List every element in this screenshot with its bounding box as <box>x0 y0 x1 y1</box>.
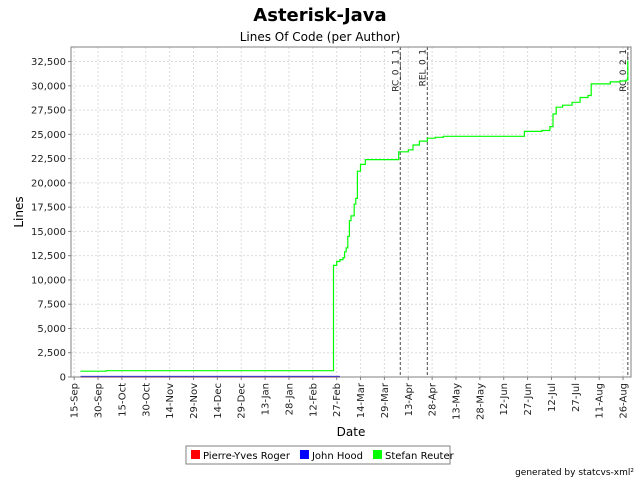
y-tick-label: 30,000 <box>31 81 66 92</box>
x-tick-label: 13-May <box>452 383 463 420</box>
x-tick-label: 14-Nov <box>165 383 176 419</box>
legend-label: John Hood <box>311 451 363 462</box>
x-tick-label: 11-Aug <box>595 383 606 419</box>
y-tick-label: 2,500 <box>37 348 66 359</box>
plot-area <box>70 46 632 378</box>
y-tick-label: 20,000 <box>31 178 66 189</box>
x-axis-label: Date <box>337 425 366 439</box>
y-tick-label: 7,500 <box>37 300 66 311</box>
x-tick-label: 28-Apr <box>428 382 439 416</box>
x-tick-label: 12-Feb <box>308 383 319 417</box>
x-tick-label: 28-Jan <box>284 383 295 415</box>
x-tick-label: 29-Dec <box>237 383 248 419</box>
x-tick-label: 15-Oct <box>117 383 128 417</box>
y-tick-label: 27,500 <box>31 106 66 117</box>
x-tick-label: 28-May <box>475 383 486 420</box>
x-tick-label: 29-Mar <box>380 382 391 418</box>
release-marker-label: RC_0_1_1 <box>391 49 401 92</box>
y-tick-label: 15,000 <box>31 227 66 238</box>
y-tick-label: 10,000 <box>31 275 66 286</box>
series-line-stefan-reuter <box>80 60 629 372</box>
legend-swatch <box>191 450 200 459</box>
x-tick-label: 15-Sep <box>70 383 81 418</box>
x-tick-label: 27-Feb <box>332 383 343 417</box>
legend-swatch <box>372 450 382 459</box>
legend: Pierre-Yves Roger John Hood Stefan Reuter <box>191 450 455 462</box>
y-axis: 0 2,500 5,000 7,500 10,000 12,500 15,000 17,500… <box>31 57 71 384</box>
x-tick-label: 13-Jan <box>261 383 272 415</box>
footer-credit: generated by statcvs-xml² <box>515 468 634 478</box>
legend-swatch <box>299 450 309 459</box>
y-tick-label: 12,500 <box>31 251 66 262</box>
release-marker-label: REL_0_1 <box>418 49 428 86</box>
release-markers: RC_0_1_1 REL_0_1 RC_0_2_1 <box>391 47 629 377</box>
x-tick-label: 27-Jun <box>523 383 534 416</box>
grid-lines <box>71 47 631 377</box>
x-tick-label: 29-Nov <box>189 383 200 419</box>
release-marker-label: RC_0_2_1 <box>619 49 629 92</box>
x-tick-label: 12-Jun <box>499 383 510 416</box>
legend-label: Stefan Reuter <box>385 451 455 462</box>
plot-border <box>70 46 632 378</box>
y-tick-label: 25,000 <box>31 130 66 141</box>
x-tick-label: 13-Apr <box>404 382 415 416</box>
x-tick-label: 27-Jul <box>571 383 582 412</box>
x-tick-label: 14-Mar <box>356 382 367 418</box>
x-tick-label: 14-Dec <box>213 383 224 419</box>
chart-title: Asterisk-Java <box>253 5 386 26</box>
y-tick-label: 0 <box>60 373 66 384</box>
y-tick-label: 32,500 <box>31 57 66 68</box>
legend-label: Pierre-Yves Roger <box>203 451 291 462</box>
x-tick-label: 26-Aug <box>619 383 630 419</box>
y-tick-label: 22,500 <box>31 154 66 165</box>
chart-subtitle: Lines Of Code (per Author) <box>240 30 401 44</box>
y-axis-label: Lines <box>12 196 26 227</box>
series-lines <box>70 46 632 378</box>
x-tick-label: 12-Jul <box>547 383 558 412</box>
y-tick-label: 17,500 <box>31 203 66 214</box>
y-tick-label: 5,000 <box>37 324 66 335</box>
x-tick-label: 30-Sep <box>94 383 105 418</box>
x-axis: 15-Sep 30-Sep 15-Oct 30-Oct 14-Nov 29-Nov 14-D… <box>70 377 630 420</box>
x-tick-label: 30-Oct <box>141 383 152 417</box>
legend-box <box>185 445 451 465</box>
